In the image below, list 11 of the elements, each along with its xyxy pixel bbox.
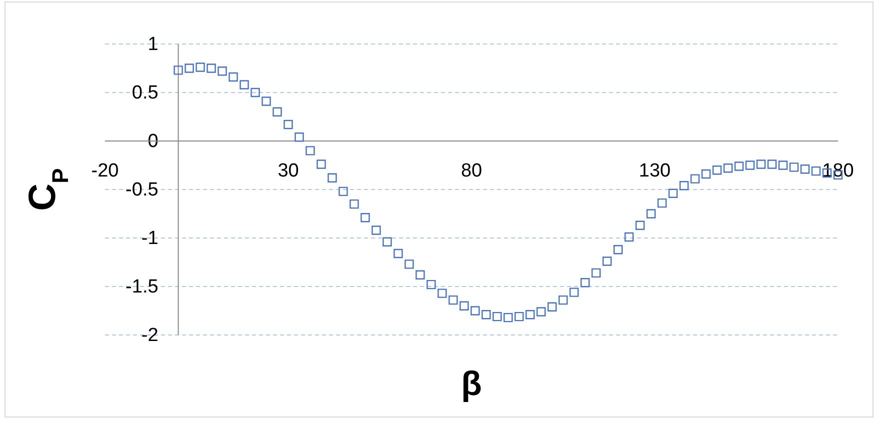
y-tick-label: -2 (141, 325, 158, 346)
y-tick-label: -1.5 (126, 276, 158, 298)
x-tick-label: -20 (91, 160, 119, 182)
y-tick-label: -0.5 (126, 180, 158, 201)
x-tick-label: 80 (460, 160, 482, 182)
x-tick-label: 30 (278, 160, 299, 182)
y-tick-label: 1 (148, 34, 158, 56)
y-tick-label: 0.5 (132, 82, 158, 104)
x-tick-label: 130 (638, 160, 671, 182)
y-tick-label: -1 (141, 228, 158, 250)
x-axis-title: β (461, 365, 482, 403)
